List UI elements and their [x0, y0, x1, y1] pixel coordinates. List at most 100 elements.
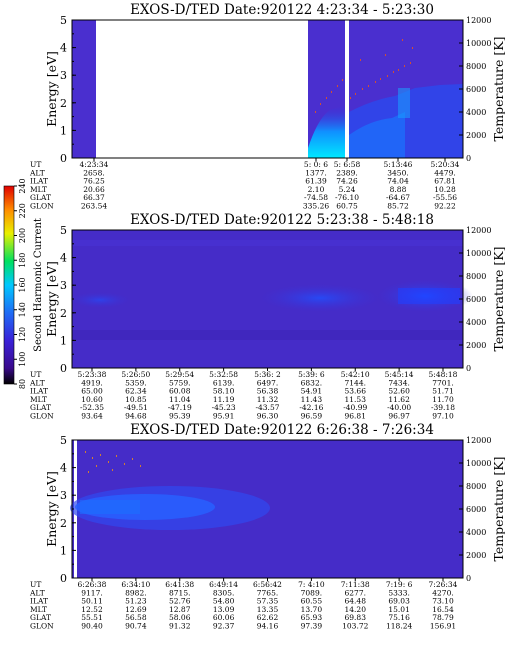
table-cell: 90.40 — [81, 622, 103, 631]
table-cell: 103.72 — [342, 622, 368, 631]
table-cell: 5333. — [388, 588, 409, 597]
panel-3-table: UTALTILATMLTGLATGLON6:26:389117.50.1112.… — [29, 580, 458, 631]
ytick-label: 3 — [60, 489, 67, 502]
table-cell: 6:49:14 — [209, 580, 238, 589]
y2tick-label: 4000 — [466, 318, 486, 327]
panel-1-ylabel: Energy [eV] — [44, 51, 59, 127]
table-cell: -76.10 — [335, 193, 359, 202]
ytick-label: 5 — [60, 14, 67, 27]
panel-3-ylabel: Energy [eV] — [44, 471, 59, 547]
ytick-label: 0 — [60, 362, 67, 375]
table-cell: 7:19: 6 — [386, 580, 413, 589]
y2tick-label: 0 — [466, 574, 471, 583]
table-cell: 7:26:34 — [429, 580, 458, 589]
table-cell: 7765. — [257, 588, 278, 597]
panel-1-mid-glow — [398, 88, 410, 118]
panel-1: EXOS-D/TED Date:920122 4:23:34 - 5:23:30… — [29, 2, 505, 211]
ytick-label: 2 — [60, 307, 67, 320]
table-cell: 96.81 — [345, 412, 366, 421]
ytick-label: 5 — [60, 224, 67, 237]
table-cell: 4:23:34 — [80, 160, 109, 169]
table-cell: -45.23 — [212, 403, 236, 412]
table-cell: 6:26:38 — [78, 580, 107, 589]
table-cell: 20.66 — [83, 185, 105, 194]
table-cell: 5359. — [125, 378, 146, 387]
table-cell: 53.66 — [345, 387, 367, 396]
table-cell: 11.43 — [301, 395, 323, 404]
colorbar-tick-label: 100 — [18, 352, 27, 367]
table-cell: 10.28 — [434, 185, 456, 194]
colorbar-tick-label: 160 — [18, 277, 27, 292]
table-cell: -40.00 — [387, 403, 411, 412]
table-cell: 1377. — [305, 168, 326, 177]
y2tick-label: 10000 — [466, 459, 491, 468]
y2tick-label: 6000 — [466, 85, 486, 94]
table-row-label: ALT — [29, 378, 45, 387]
table-row-label: ALT — [29, 588, 45, 597]
table-cell: 2.10 — [308, 185, 325, 194]
table-cell: 3450. — [387, 168, 408, 177]
ytick-label: 1 — [60, 544, 67, 557]
table-row-label: GLON — [30, 202, 54, 211]
panel-3-dots — [85, 451, 141, 473]
table-cell: -64.67 — [386, 193, 410, 202]
y2tick-label: 12000 — [466, 436, 491, 445]
panel-2: EXOS-D/TED Date:920122 5:23:38 - 5:48:18… — [29, 212, 505, 421]
table-cell: 60.06 — [213, 613, 235, 622]
table-cell: 65.93 — [301, 613, 323, 622]
table-cell: 65.00 — [81, 387, 103, 396]
table-cell: 15.01 — [388, 605, 409, 614]
table-cell: 96.97 — [388, 412, 410, 421]
table-cell: 5759. — [169, 378, 190, 387]
panel-2-texture-a — [72, 240, 463, 246]
table-cell: 12.87 — [169, 605, 191, 614]
table-cell: 94.16 — [257, 622, 279, 631]
colorbar-gradient — [4, 186, 14, 384]
table-row-label: GLAT — [30, 193, 51, 202]
colorbar-tick-label: 180 — [18, 253, 27, 268]
table-cell: 5: 6:58 — [334, 160, 361, 169]
table-row-label: UT — [30, 160, 41, 169]
panel-3-title: EXOS-D/TED Date:920122 6:26:38 - 7:26:34 — [130, 422, 434, 438]
table-cell: 95.91 — [213, 412, 234, 421]
table-row-label: ILAT — [30, 387, 48, 396]
panel-1-dots — [315, 39, 413, 113]
table-cell: 118.24 — [386, 622, 412, 631]
y2tick-label: 6000 — [466, 295, 486, 304]
table-cell: 13.70 — [301, 605, 323, 614]
panel-3-ticks: 0 1 2 3 4 5 0 2000 4000 6000 8000 10000 12000 — [60, 434, 491, 585]
table-cell: 11.04 — [169, 395, 191, 404]
table-cell: 6:56:42 — [253, 580, 282, 589]
y2tick-label: 10000 — [466, 39, 491, 48]
table-cell: 58.06 — [169, 613, 191, 622]
panel-2-features — [70, 240, 473, 340]
y2tick-label: 4000 — [466, 108, 486, 117]
y2tick-label: 8000 — [466, 482, 486, 491]
table-cell: 4919. — [81, 378, 102, 387]
table-cell: 6:34:10 — [121, 580, 150, 589]
table-cell: 7701. — [432, 378, 453, 387]
table-cell: 9117. — [81, 588, 102, 597]
table-row-label: UT — [30, 370, 41, 379]
table-cell: 73.10 — [432, 597, 454, 606]
y2tick-label: 8000 — [466, 272, 486, 281]
table-cell: 8982. — [125, 588, 146, 597]
table-cell: 5: 0: 6 — [304, 160, 328, 169]
table-cell: 7089. — [301, 588, 322, 597]
table-cell: 57.35 — [257, 597, 279, 606]
y2tick-label: 0 — [466, 154, 471, 163]
table-cell: 93.64 — [81, 412, 103, 421]
table-cell: -49.51 — [124, 403, 148, 412]
table-cell: 60.55 — [301, 597, 323, 606]
table-cell: 5:39: 6 — [298, 370, 325, 379]
table-cell: -52.35 — [80, 403, 104, 412]
colorbar-tick-label: 200 — [18, 228, 27, 243]
table-cell: 75.16 — [388, 613, 410, 622]
ytick-label: 1 — [60, 124, 67, 137]
colorbar-tick-label: 120 — [18, 327, 27, 342]
table-row-label: GLON — [30, 622, 54, 631]
table-cell: 11.19 — [213, 395, 235, 404]
table-cell: 78.79 — [432, 613, 454, 622]
table-cell: 6277. — [345, 588, 366, 597]
